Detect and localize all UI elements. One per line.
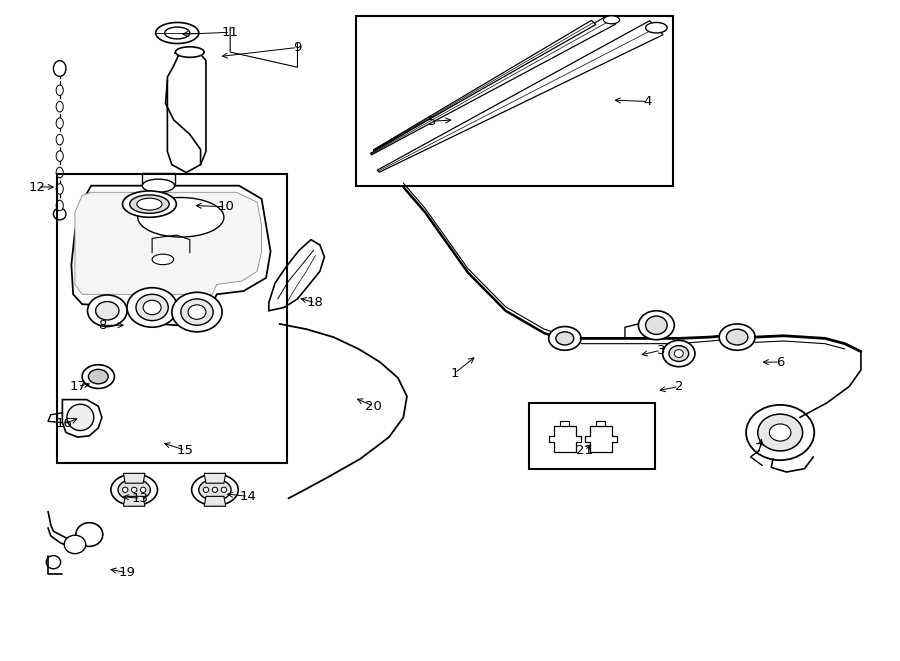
Ellipse shape xyxy=(56,151,63,161)
Ellipse shape xyxy=(674,350,683,358)
Ellipse shape xyxy=(142,179,175,192)
Polygon shape xyxy=(585,426,616,452)
Text: 15: 15 xyxy=(176,444,194,457)
Ellipse shape xyxy=(645,22,667,33)
Text: 2: 2 xyxy=(674,380,683,393)
Bar xyxy=(57,174,287,463)
Polygon shape xyxy=(62,400,102,437)
Text: 17: 17 xyxy=(69,380,86,393)
Ellipse shape xyxy=(56,134,63,145)
Ellipse shape xyxy=(122,487,128,492)
Ellipse shape xyxy=(645,316,667,334)
Ellipse shape xyxy=(95,301,119,320)
Polygon shape xyxy=(71,186,271,325)
Ellipse shape xyxy=(137,198,162,210)
Ellipse shape xyxy=(156,22,199,44)
Ellipse shape xyxy=(76,523,103,547)
Ellipse shape xyxy=(122,191,176,217)
Text: 16: 16 xyxy=(56,418,73,430)
Text: 1: 1 xyxy=(450,367,459,380)
Ellipse shape xyxy=(56,167,63,178)
Polygon shape xyxy=(374,20,596,151)
Ellipse shape xyxy=(46,556,60,568)
Text: 13: 13 xyxy=(132,492,149,505)
Ellipse shape xyxy=(56,184,63,194)
Ellipse shape xyxy=(136,294,168,321)
Ellipse shape xyxy=(56,200,63,211)
Text: 14: 14 xyxy=(239,490,256,503)
Ellipse shape xyxy=(138,198,224,237)
Ellipse shape xyxy=(662,340,695,367)
Ellipse shape xyxy=(199,479,231,500)
Ellipse shape xyxy=(130,195,169,214)
Text: 4: 4 xyxy=(644,95,652,108)
Polygon shape xyxy=(371,16,616,155)
Ellipse shape xyxy=(181,299,213,325)
Ellipse shape xyxy=(140,487,146,492)
Polygon shape xyxy=(123,473,145,483)
Ellipse shape xyxy=(770,424,791,441)
Text: 9: 9 xyxy=(293,41,302,54)
Ellipse shape xyxy=(56,85,63,96)
Text: 7: 7 xyxy=(755,442,764,455)
Ellipse shape xyxy=(165,27,190,39)
Ellipse shape xyxy=(549,327,581,350)
Ellipse shape xyxy=(176,47,204,58)
Ellipse shape xyxy=(726,329,748,345)
Polygon shape xyxy=(549,426,581,452)
Polygon shape xyxy=(377,20,663,173)
Ellipse shape xyxy=(131,487,137,492)
Text: 3: 3 xyxy=(657,344,665,357)
Bar xyxy=(356,16,672,186)
Ellipse shape xyxy=(82,365,114,389)
Polygon shape xyxy=(269,240,324,311)
Ellipse shape xyxy=(143,300,161,315)
Ellipse shape xyxy=(152,254,174,264)
Ellipse shape xyxy=(212,487,218,492)
Text: 6: 6 xyxy=(776,356,785,369)
Ellipse shape xyxy=(88,369,108,384)
Polygon shape xyxy=(204,496,226,506)
Bar xyxy=(529,403,654,469)
Ellipse shape xyxy=(188,305,206,319)
Text: 19: 19 xyxy=(119,566,135,579)
Text: 18: 18 xyxy=(307,296,324,309)
Ellipse shape xyxy=(56,101,63,112)
Ellipse shape xyxy=(87,295,127,327)
Ellipse shape xyxy=(556,332,574,345)
Ellipse shape xyxy=(118,479,150,500)
Ellipse shape xyxy=(719,324,755,350)
Ellipse shape xyxy=(111,474,158,506)
Ellipse shape xyxy=(127,288,177,327)
Ellipse shape xyxy=(53,61,66,77)
Ellipse shape xyxy=(192,474,238,506)
Text: 11: 11 xyxy=(221,26,239,39)
Text: 8: 8 xyxy=(98,319,106,332)
Ellipse shape xyxy=(67,405,94,430)
Ellipse shape xyxy=(64,535,86,554)
Ellipse shape xyxy=(56,118,63,128)
Ellipse shape xyxy=(221,487,227,492)
Text: 10: 10 xyxy=(217,200,234,214)
Ellipse shape xyxy=(746,405,814,460)
Text: 20: 20 xyxy=(365,400,382,412)
Ellipse shape xyxy=(603,16,619,24)
Ellipse shape xyxy=(172,292,222,332)
Ellipse shape xyxy=(669,346,689,362)
Ellipse shape xyxy=(203,487,209,492)
Polygon shape xyxy=(75,192,262,294)
Polygon shape xyxy=(123,496,145,506)
Polygon shape xyxy=(204,473,226,483)
Text: 21: 21 xyxy=(576,444,593,457)
Ellipse shape xyxy=(53,208,66,220)
Ellipse shape xyxy=(758,414,803,451)
Text: 12: 12 xyxy=(29,180,46,194)
Ellipse shape xyxy=(638,311,674,340)
Text: 5: 5 xyxy=(428,115,436,128)
